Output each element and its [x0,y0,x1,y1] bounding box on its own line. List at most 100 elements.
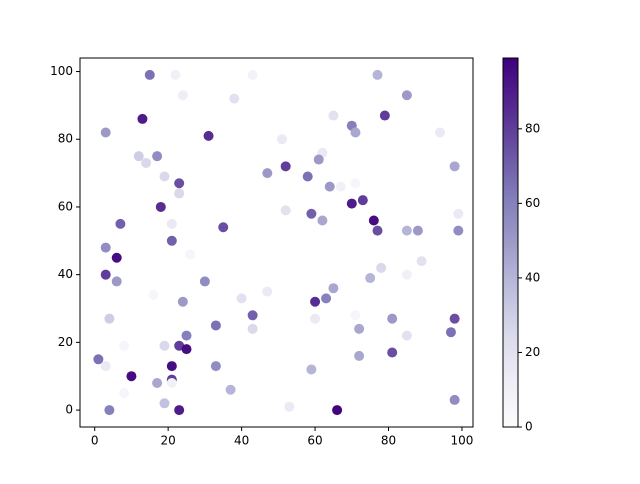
point [210,320,221,331]
point [152,377,163,388]
x-tick-label: 40 [234,434,249,448]
point [104,313,115,324]
point [317,215,328,226]
point [306,208,317,219]
point [133,151,144,162]
point [328,110,339,121]
point [177,90,188,101]
point [155,201,166,212]
x-tick-label: 20 [161,434,176,448]
point [247,69,258,80]
y-tick-label: 20 [58,335,73,349]
point [247,310,258,321]
point [350,178,361,189]
point [335,181,346,192]
point [449,161,460,172]
point [280,205,291,216]
point [159,171,170,182]
point [354,323,365,334]
point [453,208,464,219]
point [152,151,163,162]
point [166,377,177,388]
point [387,347,398,358]
point [387,313,398,324]
point [354,350,365,361]
point [328,283,339,294]
point [137,113,148,124]
point [262,286,273,297]
point [412,225,423,236]
point [104,405,115,416]
point [280,161,291,172]
point [166,218,177,229]
point [174,188,185,199]
point [144,69,155,80]
x-tick-label: 0 [91,434,99,448]
point [100,361,111,372]
point [185,249,196,260]
point [346,198,357,209]
point [126,371,137,382]
point [111,276,122,287]
point [115,218,126,229]
y-tick-label: 0 [65,403,73,417]
point [416,256,427,267]
colorbar-tick-label: 0 [525,420,533,434]
point [174,405,185,416]
point [166,235,177,246]
colorbar-tick-label: 60 [525,196,540,210]
point [247,323,258,334]
point [357,195,368,206]
plot-frame [79,57,474,428]
point [229,93,240,104]
point [225,384,236,395]
point [236,293,247,304]
point [210,361,221,372]
y-tick-label: 40 [58,267,73,281]
point [434,127,445,138]
y-tick-label: 100 [50,64,73,78]
point [181,330,192,341]
point [100,269,111,280]
point [277,134,288,145]
point [119,388,130,399]
colorbar-tick-label: 80 [525,121,540,135]
x-tick-label: 60 [307,434,322,448]
point [350,310,361,321]
point [449,394,460,405]
point [445,327,456,338]
point [401,330,412,341]
point [181,344,192,355]
colorbar [502,57,519,428]
point [159,398,170,409]
point [302,171,313,182]
point [321,293,332,304]
x-tick-label: 80 [381,434,396,448]
point [141,157,152,168]
colorbar-tick-label: 20 [525,345,540,359]
y-tick-label: 60 [58,199,73,213]
point [284,401,295,412]
y-tick-label: 80 [58,132,73,146]
point [100,242,111,253]
x-tick-label: 100 [451,434,474,448]
point [365,273,376,284]
point [111,252,122,263]
point [449,313,460,324]
point [372,69,383,80]
point [100,127,111,138]
point [93,354,104,365]
point [368,215,379,226]
point [401,225,412,236]
point [332,405,343,416]
point [372,225,383,236]
point [313,154,324,165]
point [401,269,412,280]
point [218,222,229,233]
point [376,262,387,273]
point [174,178,185,189]
point [199,276,210,287]
point [159,340,170,351]
point [401,90,412,101]
